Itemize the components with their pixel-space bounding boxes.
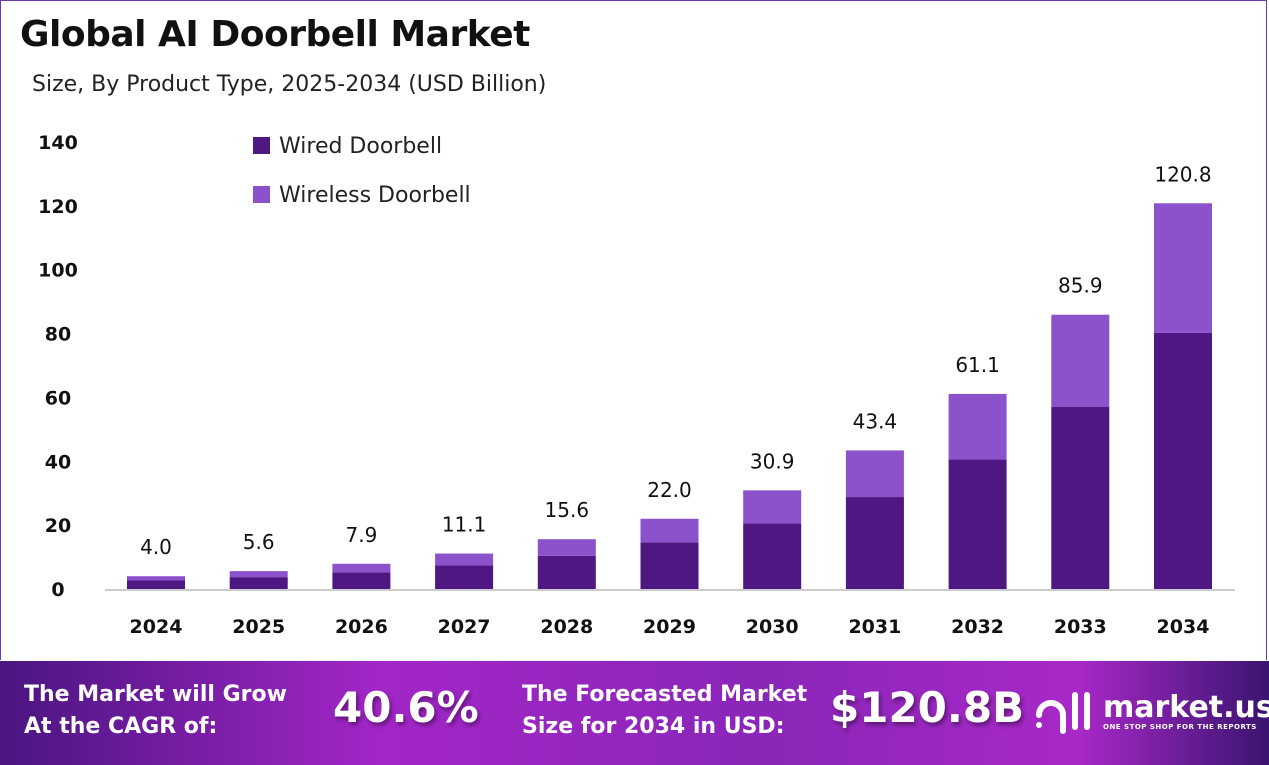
- data-label: 85.9: [1058, 274, 1103, 298]
- x-tick-label: 2034: [1157, 616, 1210, 638]
- y-tick-label: 40: [45, 451, 71, 473]
- data-label: 15.6: [545, 498, 590, 522]
- data-label: 120.8: [1154, 162, 1211, 186]
- bar-wired-2030: [743, 523, 802, 589]
- cagr-value: 40.6%: [333, 683, 479, 732]
- x-tick-label: 2033: [1054, 616, 1107, 638]
- forecast-value: $120.8B: [830, 683, 1025, 732]
- x-tick-label: 2029: [643, 616, 696, 638]
- data-label: 43.4: [853, 409, 898, 433]
- bar-wireless-2028: [537, 539, 596, 556]
- x-tick-label: 2030: [746, 616, 799, 638]
- x-tick-label: 2027: [438, 616, 491, 638]
- y-tick-label: 80: [45, 324, 71, 346]
- bar-wired-2032: [948, 459, 1007, 589]
- bar-wired-2029: [640, 542, 699, 589]
- chart-title: Global AI Doorbell Market: [20, 14, 530, 55]
- bar-wireless-2030: [743, 490, 802, 524]
- y-tick-label: 140: [38, 132, 78, 154]
- y-tick-label: 100: [38, 260, 78, 282]
- x-tick-label: 2032: [951, 616, 1004, 638]
- bar-wired-2034: [1154, 332, 1212, 589]
- bar-wireless-2031: [845, 450, 904, 498]
- data-label: 61.1: [955, 353, 1000, 377]
- x-tick-label: 2026: [335, 616, 388, 638]
- bar-wired-2026: [332, 572, 391, 589]
- logo-mark-icon: [1036, 692, 1090, 734]
- x-tick-label: 2024: [130, 616, 183, 638]
- bar-wireless-2029: [640, 518, 699, 543]
- data-label: 30.9: [750, 449, 795, 473]
- data-label: 11.1: [442, 513, 487, 537]
- bar-wired-2031: [845, 497, 904, 589]
- bar-wireless-2033: [1051, 314, 1110, 408]
- forecast-label-line2: Size for 2034 in USD:: [522, 714, 785, 739]
- bar-wired-2028: [537, 555, 596, 589]
- cagr-label-line2: At the CAGR of:: [24, 714, 218, 739]
- data-label: 4.0: [140, 535, 172, 559]
- cagr-label-line1: The Market will Grow: [24, 682, 287, 707]
- bar-wireless-2025: [229, 571, 288, 578]
- y-tick-label: 0: [51, 579, 64, 601]
- legend-label: Wireless Doorbell: [279, 183, 471, 208]
- x-tick-label: 2028: [540, 616, 593, 638]
- data-label: 22.0: [647, 478, 692, 502]
- logo-name: market.us: [1103, 690, 1269, 725]
- x-tick-label: 2031: [848, 616, 901, 638]
- cagr-label: The Market will Grow At the CAGR of:: [24, 679, 287, 743]
- bar-wireless-2024: [127, 576, 185, 581]
- bar-wireless-2026: [332, 563, 391, 573]
- chart-subtitle: Size, By Product Type, 2025-2034 (USD Bi…: [32, 72, 547, 97]
- forecast-label: The Forecasted Market Size for 2034 in U…: [522, 679, 807, 743]
- bar-chart: 0 20 40 60 80 100 120 140 4.0 2024 5.6 2025 7.9 2026 1…: [38, 132, 1235, 638]
- marketus-logo: market.us ONE STOP SHOP FOR THE REPORTS: [1035, 687, 1269, 737]
- forecast-label-line1: The Forecasted Market: [522, 682, 808, 707]
- logo-tagline: ONE STOP SHOP FOR THE REPORTS: [1103, 723, 1257, 731]
- data-label: 7.9: [345, 523, 377, 547]
- data-label: 5.6: [243, 530, 275, 554]
- legend-label: Wired Doorbell: [279, 134, 442, 159]
- y-tick-label: 20: [45, 515, 71, 537]
- bar-wireless-2034: [1154, 203, 1212, 333]
- bar-wired-2025: [229, 577, 288, 589]
- chart-frame: [0, 0, 1267, 660]
- footer-banner: The Market will Grow At the CAGR of: 40.…: [0, 661, 1269, 765]
- y-tick-label: 60: [45, 387, 71, 409]
- y-tick-label: 120: [38, 196, 78, 218]
- legend-swatch-1: [253, 186, 270, 203]
- bar-wired-2027: [435, 565, 494, 589]
- bar-wired-2033: [1051, 407, 1110, 589]
- bar-wireless-2032: [948, 393, 1007, 460]
- legend-swatch-0: [253, 137, 270, 154]
- x-tick-label: 2025: [232, 616, 285, 638]
- bar-wireless-2027: [435, 553, 494, 566]
- bar-wired-2024: [127, 580, 185, 589]
